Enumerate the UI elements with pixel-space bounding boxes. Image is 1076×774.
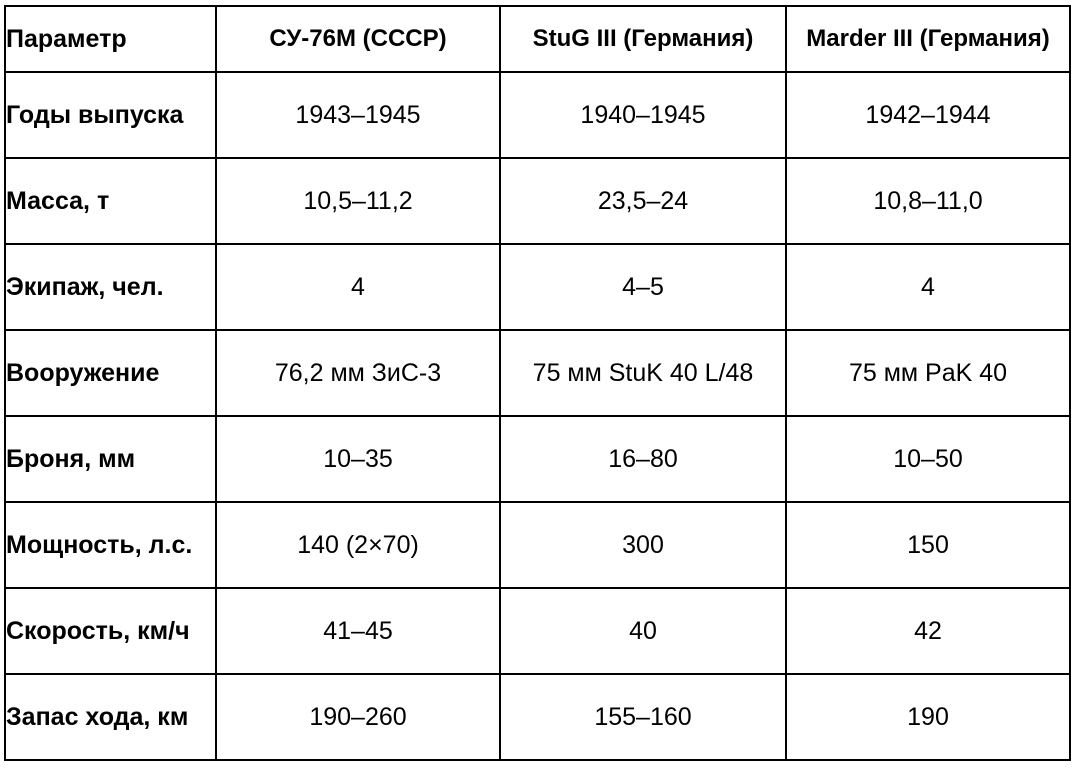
table-row-crew: Экипаж, чел. 4 4–5 4 <box>4 243 1071 331</box>
row-label: Вооружение <box>4 329 217 417</box>
row-label: Броня, мм <box>4 415 217 503</box>
table-row-power: Мощность, л.с. 140 (2×70) 300 150 <box>4 501 1071 589</box>
data-cell: 75 мм PaK 40 <box>785 329 1071 417</box>
table-row-mass: Масса, т 10,5–11,2 23,5–24 10,8–11,0 <box>4 157 1071 245</box>
data-cell: 42 <box>785 587 1071 675</box>
data-cell: 75 мм StuK 40 L/48 <box>499 329 787 417</box>
data-cell: 190 <box>785 673 1071 761</box>
table-row-production-years: Годы выпуска 1943–1945 1940–1945 1942–19… <box>4 71 1071 159</box>
data-cell: 4 <box>785 243 1071 331</box>
data-cell: 41–45 <box>215 587 501 675</box>
data-cell: 4 <box>215 243 501 331</box>
data-cell: 76,2 мм ЗиС-3 <box>215 329 501 417</box>
table-row-speed: Скорость, км/ч 41–45 40 42 <box>4 587 1071 675</box>
table-row-armament: Вооружение 76,2 мм ЗиС-3 75 мм StuK 40 L… <box>4 329 1071 417</box>
data-cell: 10,5–11,2 <box>215 157 501 245</box>
data-cell: 300 <box>499 501 787 589</box>
header-cell-marder3: Marder III (Германия) <box>785 5 1071 73</box>
header-cell-su76m: СУ-76М (СССР) <box>215 5 501 73</box>
data-cell: 1943–1945 <box>215 71 501 159</box>
row-label: Годы выпуска <box>4 71 217 159</box>
data-cell: 23,5–24 <box>499 157 787 245</box>
row-label: Экипаж, чел. <box>4 243 217 331</box>
row-label: Масса, т <box>4 157 217 245</box>
header-cell-stug3: StuG III (Германия) <box>499 5 787 73</box>
data-cell: 140 (2×70) <box>215 501 501 589</box>
table-row-range: Запас хода, км 190–260 155–160 190 <box>4 673 1071 761</box>
data-cell: 10,8–11,0 <box>785 157 1071 245</box>
data-cell: 155–160 <box>499 673 787 761</box>
data-cell: 40 <box>499 587 787 675</box>
row-label: Запас хода, км <box>4 673 217 761</box>
data-cell: 1940–1945 <box>499 71 787 159</box>
data-cell: 10–50 <box>785 415 1071 503</box>
data-cell: 150 <box>785 501 1071 589</box>
header-cell-parameter: Параметр <box>4 5 217 73</box>
row-label: Мощность, л.с. <box>4 501 217 589</box>
header-row: Параметр СУ-76М (СССР) StuG III (Германи… <box>4 5 1071 73</box>
data-cell: 190–260 <box>215 673 501 761</box>
row-label: Скорость, км/ч <box>4 587 217 675</box>
data-cell: 1942–1944 <box>785 71 1071 159</box>
data-cell: 10–35 <box>215 415 501 503</box>
data-cell: 4–5 <box>499 243 787 331</box>
comparison-table: Параметр СУ-76М (СССР) StuG III (Германи… <box>4 5 1071 761</box>
table-row-armor: Броня, мм 10–35 16–80 10–50 <box>4 415 1071 503</box>
data-cell: 16–80 <box>499 415 787 503</box>
